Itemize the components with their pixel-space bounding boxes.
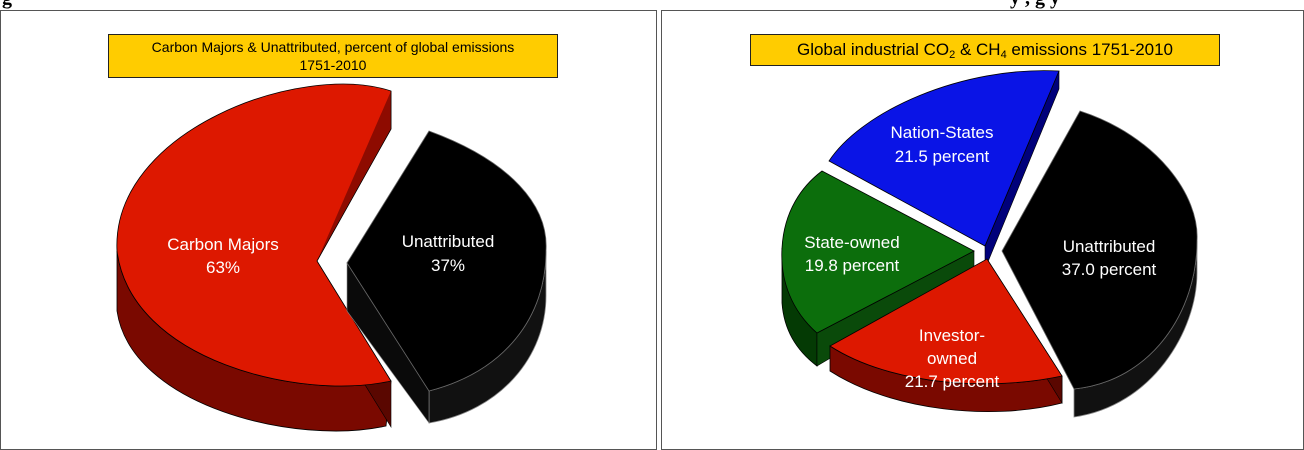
cropped-header-text: g y , g y [0,0,1304,9]
label-unattributed-r: Unattributed [1063,237,1156,256]
chart-panel-left: Carbon Majors & Unattributed, percent of… [0,10,657,450]
slice-state-owned [781,170,975,334]
value-nation-states: 21.5 percent [895,147,990,166]
cropped-header-left: g [2,0,12,9]
chart-title-left-line1: Carbon Majors & Unattributed, percent of… [151,39,515,55]
chart-panel-right: Global industrial CO2 & CH4 emissions 17… [661,10,1304,450]
pie-chart-right: Nation-States 21.5 percent Unattributed … [781,70,1198,418]
value-state-owned: 19.8 percent [805,256,900,275]
label-state-owned: State-owned [804,233,899,252]
value-unattributed-r: 37.0 percent [1062,260,1157,279]
chart-title-right-sub2: 4 [1000,49,1007,61]
chart-title-right-post: emissions 1751-2010 [1006,40,1174,59]
value-carbon-majors: 63% [206,258,240,277]
chart-title-right-mid: & CH [955,40,1001,59]
label-unattributed: Unattributed [402,232,495,251]
value-investor-owned: 21.7 percent [905,372,1000,391]
chart-title-left: Carbon Majors & Unattributed, percent of… [108,34,558,78]
label-investor-owned-1: Investor- [919,326,985,345]
label-carbon-majors: Carbon Majors [167,235,279,254]
label-investor-owned-2: owned [927,349,977,368]
slice-unattributed-r [1001,110,1198,390]
value-unattributed: 37% [431,256,465,275]
slice-carbon-majors [116,83,392,387]
slice-unattributed [346,130,547,392]
label-nation-states: Nation-States [891,123,994,142]
chart-title-right: Global industrial CO2 & CH4 emissions 17… [750,34,1220,66]
chart-title-right-pre: Global industrial CO [796,40,950,59]
slice-investor-owned [829,258,1063,385]
cropped-header-right: y , g y [1010,0,1060,9]
chart-title-right-sub1: 2 [949,49,956,61]
chart-title-left-line2: 1751-2010 [299,57,367,73]
slice-carbon-majors-top-edge [316,91,392,262]
pie-chart-left: Carbon Majors 63% Unattributed 37% [116,83,547,432]
slice-nation-states [828,70,1060,247]
